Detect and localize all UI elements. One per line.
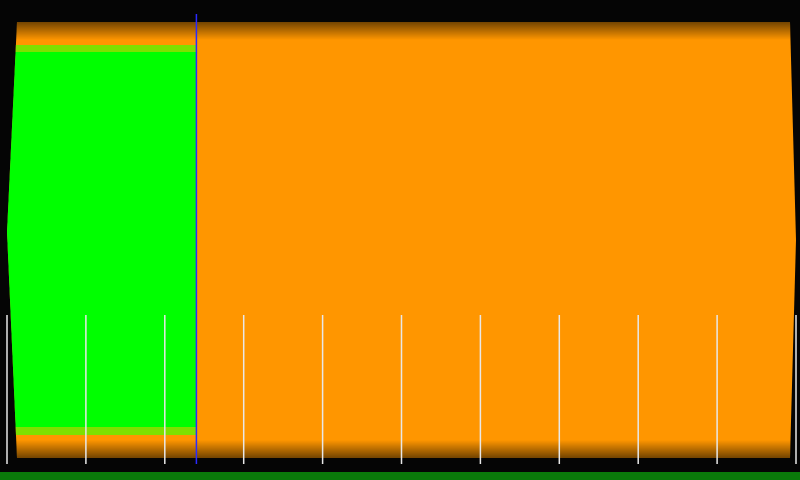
progress-edge-bottom	[7, 427, 197, 435]
track-fill	[7, 22, 796, 458]
tick-marks	[6, 315, 797, 464]
progress-track[interactable]	[7, 22, 796, 458]
progress-edge-top	[7, 45, 197, 53]
status-strip	[0, 472, 800, 480]
progress-fill-group	[7, 45, 197, 435]
progress-fill	[7, 52, 197, 428]
